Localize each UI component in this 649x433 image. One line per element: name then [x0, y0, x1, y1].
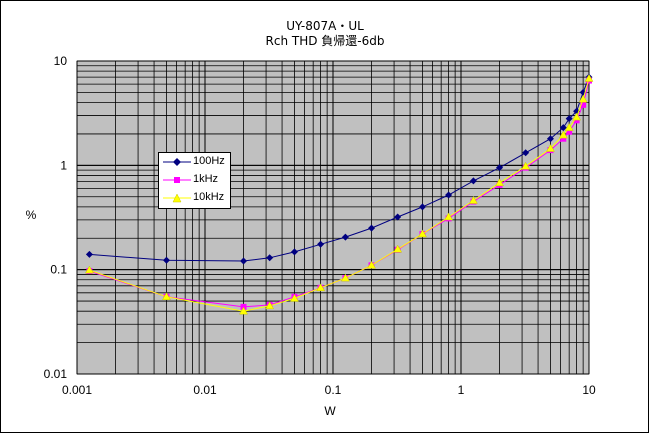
data-point-triangle [265, 301, 275, 310]
data-point-diamond [341, 233, 349, 241]
x-tick-label: 0.1 [325, 383, 342, 397]
tick-labels: 0.001 0.01 0.1 1 10 0.01 0.1 1 10 [44, 54, 596, 397]
data-point-diamond [496, 164, 504, 172]
y-axis-label: % [26, 208, 37, 222]
triangle-marker-icon [163, 193, 191, 203]
data-point-diamond [445, 191, 453, 199]
diamond-marker-icon [163, 158, 191, 166]
data-point-triangle [162, 292, 171, 301]
data-point-diamond [565, 115, 573, 123]
data-point-diamond [317, 240, 325, 248]
x-tick-label: 1 [458, 383, 465, 397]
data-point-triangle [468, 196, 478, 204]
data-point-triangle [572, 112, 582, 121]
data-point-diamond [546, 135, 554, 143]
y-tick-label: 0.1 [50, 263, 67, 277]
data-point-triangle [546, 143, 555, 152]
chart-subtitle: Rch THD 負帰還-6db [266, 34, 385, 48]
legend-item-10khz: 10kHz [159, 190, 230, 206]
data-point-diamond [240, 257, 248, 265]
data-point-triangle [367, 260, 376, 269]
data-point-triangle [418, 229, 427, 238]
data-point-triangle [239, 306, 248, 315]
data-point-diamond [522, 149, 530, 157]
data-point-triangle [316, 283, 326, 292]
data-point-diamond [368, 224, 376, 232]
legend-item-1khz: 1kHz [159, 172, 230, 188]
y-tick-label: 0.01 [44, 367, 68, 381]
data-point-triangle [340, 273, 350, 282]
data-point-triangle [558, 130, 568, 139]
data-point-diamond [469, 177, 477, 185]
chart-title: UY-807A・UL [286, 19, 364, 33]
data-point-square [566, 128, 573, 135]
y-tick-label: 1 [60, 158, 67, 172]
data-point-triangle [495, 178, 504, 187]
data-point-triangle [393, 244, 403, 253]
series-lines [84, 73, 594, 315]
chart-legend: 100Hz 1kHz 10kHz [158, 152, 231, 209]
x-tick-label: 10 [582, 383, 596, 397]
data-point-square [560, 135, 567, 142]
data-point-diamond [85, 250, 93, 258]
x-tick-label: 0.01 [193, 383, 217, 397]
data-point-triangle [84, 265, 94, 274]
data-point-triangle [521, 161, 531, 170]
x-tick-label: 0.001 [62, 383, 92, 397]
data-point-triangle [290, 293, 299, 302]
data-point-diamond [162, 256, 170, 264]
x-axis-label: W [324, 404, 336, 418]
legend-label-10khz: 10kHz [193, 191, 225, 203]
y-tick-label: 10 [54, 54, 68, 68]
data-point-diamond [394, 213, 402, 221]
data-point-diamond [418, 203, 426, 211]
data-point-triangle [564, 123, 574, 131]
legend-label-100hz: 100Hz [193, 155, 225, 167]
legend-label-1khz: 1kHz [193, 173, 219, 185]
data-point-triangle [444, 212, 454, 221]
data-point-triangle [584, 73, 594, 82]
data-point-diamond [559, 124, 567, 132]
legend-item-100hz: 100Hz [159, 154, 230, 170]
data-point-square [580, 101, 587, 108]
data-point-triangle [578, 94, 588, 103]
data-point-diamond [290, 248, 298, 256]
square-marker-icon [163, 177, 191, 183]
grid-lines [76, 60, 590, 375]
